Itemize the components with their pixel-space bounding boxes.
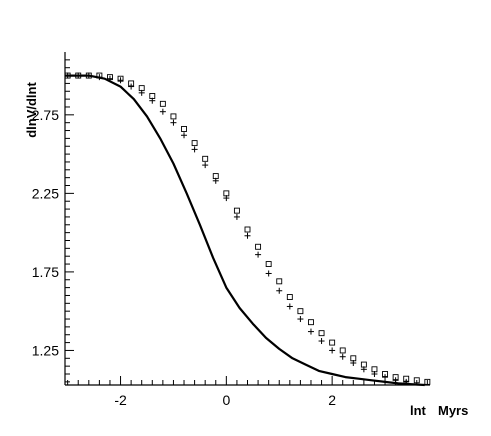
- square-marker: [159, 100, 166, 107]
- plus-marker: [276, 287, 283, 294]
- x-tick-label: -2: [114, 392, 127, 408]
- plus-marker: [233, 213, 240, 220]
- plus-marker: [75, 72, 82, 79]
- x-tick-label: 2: [328, 392, 336, 408]
- plus-marker: [286, 303, 293, 310]
- plus-marker: [339, 353, 346, 360]
- x-tick-label: 0: [222, 392, 230, 408]
- plus-marker: [191, 146, 198, 153]
- y-tick-label: 2.25: [32, 185, 59, 201]
- y-tick-label: 1.75: [32, 264, 59, 280]
- plus-marker: [159, 108, 166, 115]
- x-axis-unit: Myrs: [438, 403, 468, 418]
- plus-marker: [244, 232, 251, 239]
- plus-marker: [318, 338, 325, 345]
- series-line: [65, 74, 425, 387]
- plus-marker: [96, 74, 103, 81]
- square-marker: [424, 378, 431, 385]
- square-marker: [191, 140, 198, 147]
- square-marker: [308, 319, 314, 326]
- plus-marker: [255, 251, 262, 258]
- square-marker: [255, 243, 262, 250]
- plus-marker: [170, 119, 177, 126]
- plus-marker: [371, 371, 378, 378]
- plus-marker: [128, 83, 135, 90]
- x-axis-title: lnt: [410, 403, 427, 418]
- plus-marker: [392, 377, 399, 384]
- square-marker: [318, 330, 325, 337]
- plus-marker: [181, 132, 188, 139]
- square-marker: [286, 294, 293, 300]
- square-marker: [233, 207, 240, 214]
- plus-marker: [64, 72, 71, 79]
- y-ticks: 1.25 1.75 2.25 2.75: [32, 59, 74, 383]
- y-axis-title: dlnV/dlnt: [24, 82, 39, 138]
- plus-marker: [350, 360, 357, 367]
- plus-marker: [360, 366, 367, 373]
- plus-marker: [117, 77, 124, 84]
- plus-marker: [329, 347, 336, 354]
- plus-marker: [265, 270, 272, 277]
- plus-marker: [403, 378, 410, 385]
- square-marker: [202, 155, 209, 162]
- plus-marker: [382, 374, 389, 381]
- plus-marker: [149, 97, 156, 104]
- plus-marker: [223, 195, 230, 202]
- square-marker: [329, 339, 336, 346]
- plot-area: [64, 72, 431, 387]
- plus-marker: [202, 162, 209, 169]
- square-marker: [265, 261, 272, 268]
- square-marker: [244, 226, 251, 233]
- square-marker: [413, 377, 420, 384]
- square-marker: [181, 126, 187, 132]
- plus-marker: [138, 89, 145, 96]
- square-marker: [297, 308, 304, 315]
- plus-marker: [85, 72, 92, 79]
- square-marker: [339, 347, 346, 354]
- square-marker: [276, 278, 283, 285]
- square-marker: [170, 113, 177, 120]
- y-axis: 1.25 1.75 2.25 2.75: [32, 52, 74, 385]
- plus-marker: [307, 328, 314, 335]
- plus-marker: [297, 316, 304, 323]
- plus-marker: [106, 75, 113, 82]
- y-tick-label: 2.75: [32, 107, 59, 123]
- y-tick-label: 1.25: [32, 342, 59, 358]
- plus-marker: [212, 177, 219, 184]
